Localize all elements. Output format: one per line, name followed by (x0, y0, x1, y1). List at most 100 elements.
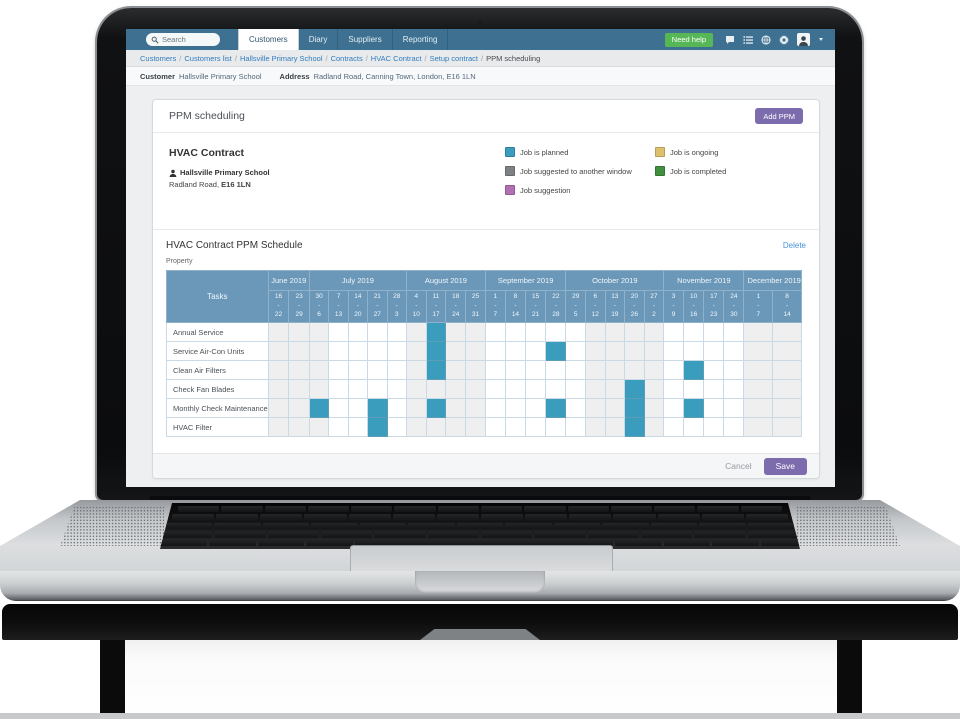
schedule-cell[interactable] (328, 322, 349, 342)
schedule-cell[interactable] (584, 417, 606, 437)
schedule-cell[interactable] (504, 417, 527, 437)
schedule-cell[interactable] (643, 417, 665, 437)
add-ppm-button[interactable]: Add PPM (755, 108, 803, 124)
schedule-cell[interactable] (604, 379, 626, 399)
schedule-cell[interactable] (565, 341, 586, 361)
schedule-cell[interactable] (504, 398, 527, 418)
schedule-cell[interactable] (743, 322, 774, 342)
schedule-cell[interactable] (743, 379, 774, 399)
schedule-cell[interactable] (367, 379, 388, 399)
schedule-cell[interactable] (772, 360, 802, 380)
schedule-cell[interactable] (308, 417, 330, 437)
tab-diary[interactable]: Diary (299, 29, 339, 50)
breadcrumb-link[interactable]: Customers (140, 53, 177, 63)
schedule-cell[interactable] (484, 398, 506, 418)
schedule-cell[interactable] (405, 360, 427, 380)
delete-link[interactable]: Delete (782, 241, 806, 250)
schedule-cell[interactable] (425, 379, 447, 399)
schedule-cell[interactable] (703, 379, 725, 399)
schedule-cell[interactable] (624, 322, 645, 342)
schedule-cell-planned[interactable] (425, 341, 447, 361)
schedule-cell[interactable] (288, 398, 310, 418)
schedule-cell[interactable] (386, 398, 407, 418)
schedule-cell[interactable] (643, 379, 665, 399)
schedule-cell[interactable] (445, 322, 467, 342)
schedule-cell[interactable] (445, 417, 467, 437)
schedule-cell[interactable] (347, 379, 369, 399)
schedule-cell[interactable] (445, 379, 467, 399)
schedule-cell-planned[interactable] (545, 398, 567, 418)
schedule-cell[interactable] (604, 322, 626, 342)
schedule-cell[interactable] (525, 379, 547, 399)
breadcrumb-link[interactable]: Setup contract (429, 53, 478, 63)
schedule-cell[interactable] (545, 379, 567, 399)
schedule-cell[interactable] (386, 360, 407, 380)
schedule-cell[interactable] (604, 398, 626, 418)
schedule-cell[interactable] (386, 322, 407, 342)
schedule-cell[interactable] (743, 398, 774, 418)
schedule-cell[interactable] (743, 360, 774, 380)
schedule-cell[interactable] (743, 417, 774, 437)
schedule-cell[interactable] (703, 417, 725, 437)
tab-customers[interactable]: Customers (238, 29, 299, 50)
schedule-cell[interactable] (267, 398, 290, 418)
cancel-button[interactable]: Cancel (725, 461, 752, 471)
schedule-cell[interactable] (367, 322, 388, 342)
schedule-cell[interactable] (565, 398, 586, 418)
schedule-cell[interactable] (267, 360, 290, 380)
schedule-cell[interactable] (565, 322, 586, 342)
schedule-cell[interactable] (267, 341, 290, 361)
schedule-cell[interactable] (584, 398, 606, 418)
customer-value-link[interactable]: Hallsville Primary School (179, 71, 262, 81)
schedule-cell[interactable] (584, 360, 606, 380)
schedule-cell[interactable] (328, 360, 349, 380)
tab-suppliers[interactable]: Suppliers (338, 29, 393, 50)
schedule-cell[interactable] (504, 379, 527, 399)
schedule-cell[interactable] (308, 341, 330, 361)
schedule-cell[interactable] (484, 379, 506, 399)
schedule-cell-planned[interactable] (425, 398, 447, 418)
address-value-link[interactable]: Radland Road, Canning Town, London, E16 … (313, 71, 476, 81)
schedule-cell[interactable] (643, 398, 665, 418)
schedule-cell[interactable] (643, 322, 665, 342)
schedule-cell[interactable] (545, 322, 567, 342)
schedule-cell[interactable] (308, 379, 330, 399)
schedule-cell[interactable] (328, 417, 349, 437)
schedule-cell[interactable] (405, 322, 427, 342)
schedule-cell[interactable] (624, 341, 645, 361)
schedule-cell-planned[interactable] (683, 398, 705, 418)
schedule-cell[interactable] (545, 417, 567, 437)
schedule-cell[interactable] (584, 379, 606, 399)
schedule-cell[interactable] (525, 398, 547, 418)
schedule-cell[interactable] (683, 417, 705, 437)
globe-icon[interactable] (761, 34, 771, 45)
schedule-cell[interactable] (624, 360, 645, 380)
schedule-cell[interactable] (425, 417, 447, 437)
schedule-cell[interactable] (643, 341, 665, 361)
schedule-cell[interactable] (772, 341, 802, 361)
schedule-cell[interactable] (405, 417, 427, 437)
breadcrumb-link[interactable]: Hallsville Primary School (239, 53, 323, 63)
schedule-cell[interactable] (663, 322, 685, 342)
schedule-cell[interactable] (504, 322, 527, 342)
schedule-cell[interactable] (328, 379, 349, 399)
schedule-cell[interactable] (772, 322, 802, 342)
schedule-cell-planned[interactable] (425, 360, 447, 380)
schedule-cell[interactable] (347, 398, 369, 418)
schedule-cell[interactable] (347, 360, 369, 380)
schedule-cell[interactable] (663, 360, 685, 380)
schedule-cell[interactable] (367, 360, 388, 380)
schedule-cell[interactable] (484, 360, 506, 380)
schedule-cell[interactable] (504, 360, 527, 380)
schedule-cell[interactable] (663, 417, 685, 437)
schedule-cell[interactable] (772, 417, 802, 437)
schedule-cell[interactable] (504, 341, 527, 361)
schedule-cell[interactable] (386, 417, 407, 437)
schedule-cell[interactable] (565, 417, 586, 437)
schedule-cell[interactable] (565, 360, 586, 380)
schedule-cell[interactable] (484, 322, 506, 342)
schedule-cell[interactable] (347, 322, 369, 342)
schedule-cell[interactable] (723, 379, 745, 399)
schedule-cell-planned[interactable] (308, 398, 330, 418)
caret-down-icon[interactable] (819, 38, 823, 41)
